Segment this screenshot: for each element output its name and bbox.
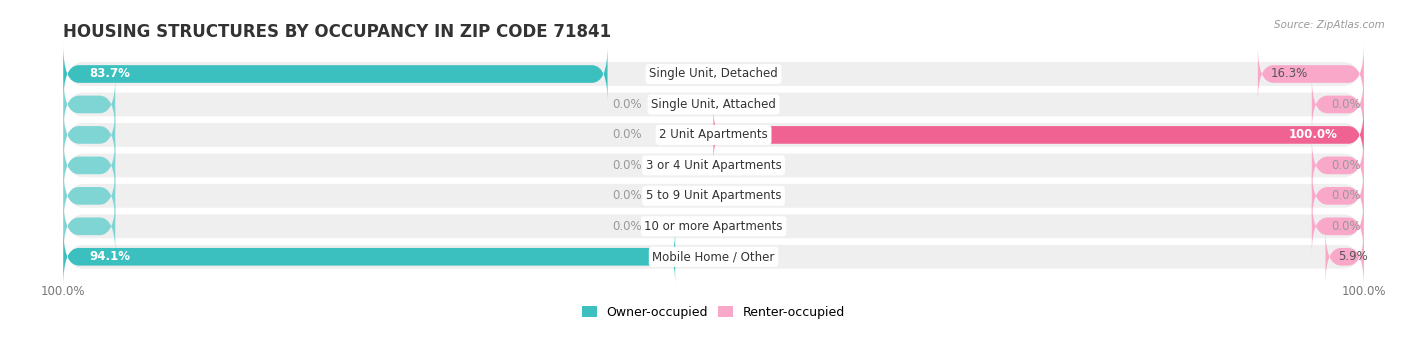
FancyBboxPatch shape [1312,168,1364,224]
FancyBboxPatch shape [63,229,675,284]
FancyBboxPatch shape [63,198,115,254]
FancyBboxPatch shape [1258,46,1364,102]
Text: 0.0%: 0.0% [1331,220,1361,233]
FancyBboxPatch shape [63,193,1364,260]
Text: 0.0%: 0.0% [613,159,643,172]
Text: Single Unit, Detached: Single Unit, Detached [650,68,778,80]
Text: 10 or more Apartments: 10 or more Apartments [644,220,783,233]
Text: Source: ZipAtlas.com: Source: ZipAtlas.com [1274,20,1385,30]
Text: 94.1%: 94.1% [90,250,131,263]
Text: 16.3%: 16.3% [1271,68,1308,80]
FancyBboxPatch shape [63,77,115,132]
FancyBboxPatch shape [713,107,1364,163]
FancyBboxPatch shape [63,71,1364,138]
FancyBboxPatch shape [1312,138,1364,193]
FancyBboxPatch shape [63,107,115,163]
Text: 0.0%: 0.0% [613,129,643,142]
Text: 100.0%: 100.0% [1289,129,1339,142]
Text: 0.0%: 0.0% [613,98,643,111]
Text: Single Unit, Attached: Single Unit, Attached [651,98,776,111]
FancyBboxPatch shape [63,162,1364,229]
FancyBboxPatch shape [63,168,115,224]
FancyBboxPatch shape [1312,77,1364,132]
Text: 5.9%: 5.9% [1339,250,1368,263]
Legend: Owner-occupied, Renter-occupied: Owner-occupied, Renter-occupied [576,301,851,324]
Text: 5 to 9 Unit Apartments: 5 to 9 Unit Apartments [645,189,782,202]
FancyBboxPatch shape [63,132,1364,199]
Text: 0.0%: 0.0% [1331,189,1361,202]
FancyBboxPatch shape [63,101,1364,169]
FancyBboxPatch shape [63,138,115,193]
Text: 0.0%: 0.0% [1331,98,1361,111]
FancyBboxPatch shape [1312,198,1364,254]
Text: 3 or 4 Unit Apartments: 3 or 4 Unit Apartments [645,159,782,172]
Text: 83.7%: 83.7% [90,68,131,80]
FancyBboxPatch shape [63,223,1364,291]
FancyBboxPatch shape [63,46,607,102]
FancyBboxPatch shape [1326,229,1364,284]
FancyBboxPatch shape [63,40,1364,108]
Text: Mobile Home / Other: Mobile Home / Other [652,250,775,263]
Text: 2 Unit Apartments: 2 Unit Apartments [659,129,768,142]
Text: 0.0%: 0.0% [613,220,643,233]
Text: 0.0%: 0.0% [1331,159,1361,172]
Text: HOUSING STRUCTURES BY OCCUPANCY IN ZIP CODE 71841: HOUSING STRUCTURES BY OCCUPANCY IN ZIP C… [63,23,612,41]
Text: 0.0%: 0.0% [613,189,643,202]
